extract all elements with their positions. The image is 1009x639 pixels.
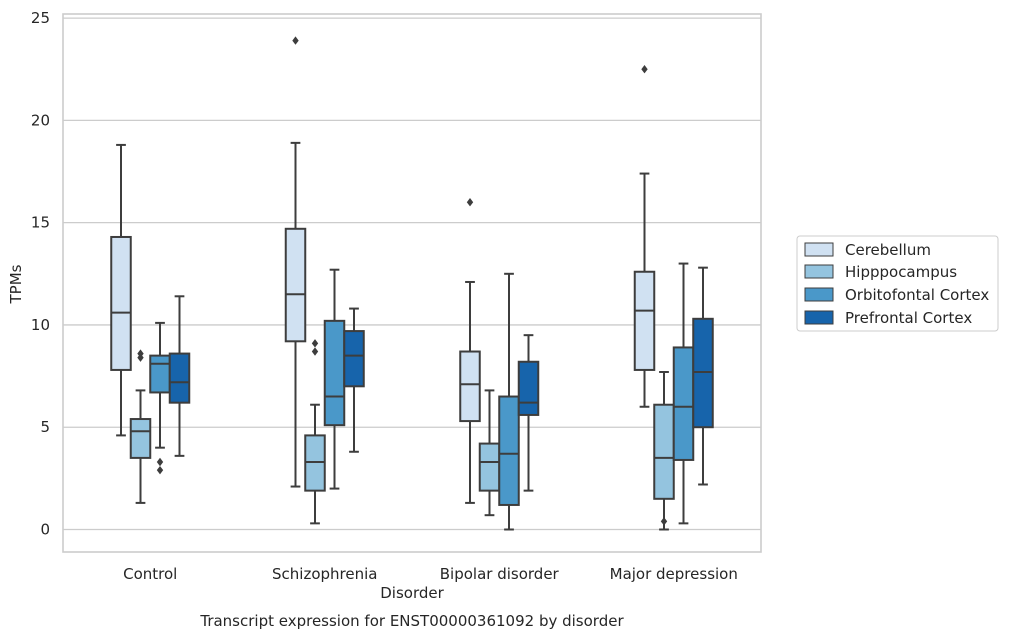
box-iqr: [459, 350, 481, 423]
box-prefrontal-cortex: [692, 266, 714, 486]
box-prefrontal-cortex: [343, 307, 365, 453]
box-hipppocampus: [304, 339, 326, 525]
box-iqr: [672, 346, 695, 461]
box-iqr: [304, 434, 326, 492]
legend: Cerebellum Hipppocampus Orbitofontal Cor…: [796, 235, 999, 332]
outlier-marker: [137, 349, 144, 358]
box-hipppocampus: [478, 389, 501, 517]
legend-swatch-hippocampus: [804, 264, 834, 279]
box-iqr: [692, 317, 714, 429]
outlier-marker: [311, 339, 319, 348]
y-tick-label: 5: [40, 418, 50, 436]
box-prefrontal-cortex: [517, 334, 540, 492]
legend-label-cerebellum: Cerebellum: [845, 241, 931, 259]
outlier-marker: [156, 465, 164, 475]
box-cerebellum: [284, 36, 307, 488]
x-tick-label: Control: [123, 565, 177, 583]
x-axis-label: Disorder: [380, 584, 444, 602]
legend-label-orbitofrontal: Orbitofontal Cortex: [845, 286, 989, 304]
box-prefrontal-cortex: [168, 295, 191, 457]
box-iqr: [478, 442, 501, 492]
legend-label-hippocampus: Hipppocampus: [845, 263, 957, 281]
box-orbitofontal-cortex: [323, 268, 346, 490]
legend-swatch-cerebellum: [804, 242, 834, 257]
legend-label-prefrontal: Prefrontal Cortex: [845, 309, 972, 327]
box-iqr: [323, 319, 346, 427]
outlier-marker: [466, 197, 474, 207]
box-orbitofontal-cortex: [498, 272, 520, 531]
outlier-marker: [292, 36, 299, 45]
chart-title: Transcript expression for ENST0000036109…: [199, 612, 624, 630]
x-tick-label: Major depression: [610, 565, 738, 583]
outlier-marker: [311, 347, 319, 356]
box-groups: [110, 36, 714, 531]
box-iqr: [653, 403, 675, 500]
box-iqr: [343, 330, 365, 388]
x-tick-label: Schizophrenia: [272, 565, 377, 583]
box-cerebellum: [110, 143, 132, 437]
outlier-marker: [156, 457, 164, 467]
box-orbitofontal-cortex: [149, 321, 171, 475]
box-cerebellum: [459, 197, 481, 504]
box-iqr: [168, 352, 191, 404]
box-cerebellum: [633, 65, 656, 408]
x-tick-labels: Control Schizophrenia Bipolar disorder Majo…: [123, 565, 738, 583]
y-tick-label: 25: [31, 9, 50, 27]
outlier-marker: [641, 65, 648, 74]
y-tick-label: 20: [31, 111, 50, 129]
box-hipppocampus: [129, 349, 152, 504]
legend-frame: [796, 235, 999, 332]
y-tick-label: 15: [31, 214, 50, 232]
x-tick-label: Bipolar disorder: [440, 565, 560, 583]
box-iqr: [498, 395, 520, 506]
y-tick-labels: 0 5 10 15 20 25: [31, 9, 50, 538]
legend-swatch-prefrontal: [804, 310, 834, 325]
box-iqr: [633, 270, 656, 371]
y-axis-label: TPMs: [7, 264, 25, 304]
outlier-marker: [660, 517, 668, 526]
box-iqr: [129, 418, 152, 459]
box-iqr: [284, 227, 307, 343]
box-hipppocampus: [653, 370, 675, 531]
legend-swatch-orbitofrontal: [804, 287, 834, 302]
box-iqr: [149, 354, 171, 394]
box-iqr: [517, 360, 540, 416]
y-tick-label: 0: [40, 520, 50, 538]
box-iqr: [110, 235, 132, 371]
y-tick-label: 10: [31, 316, 50, 334]
